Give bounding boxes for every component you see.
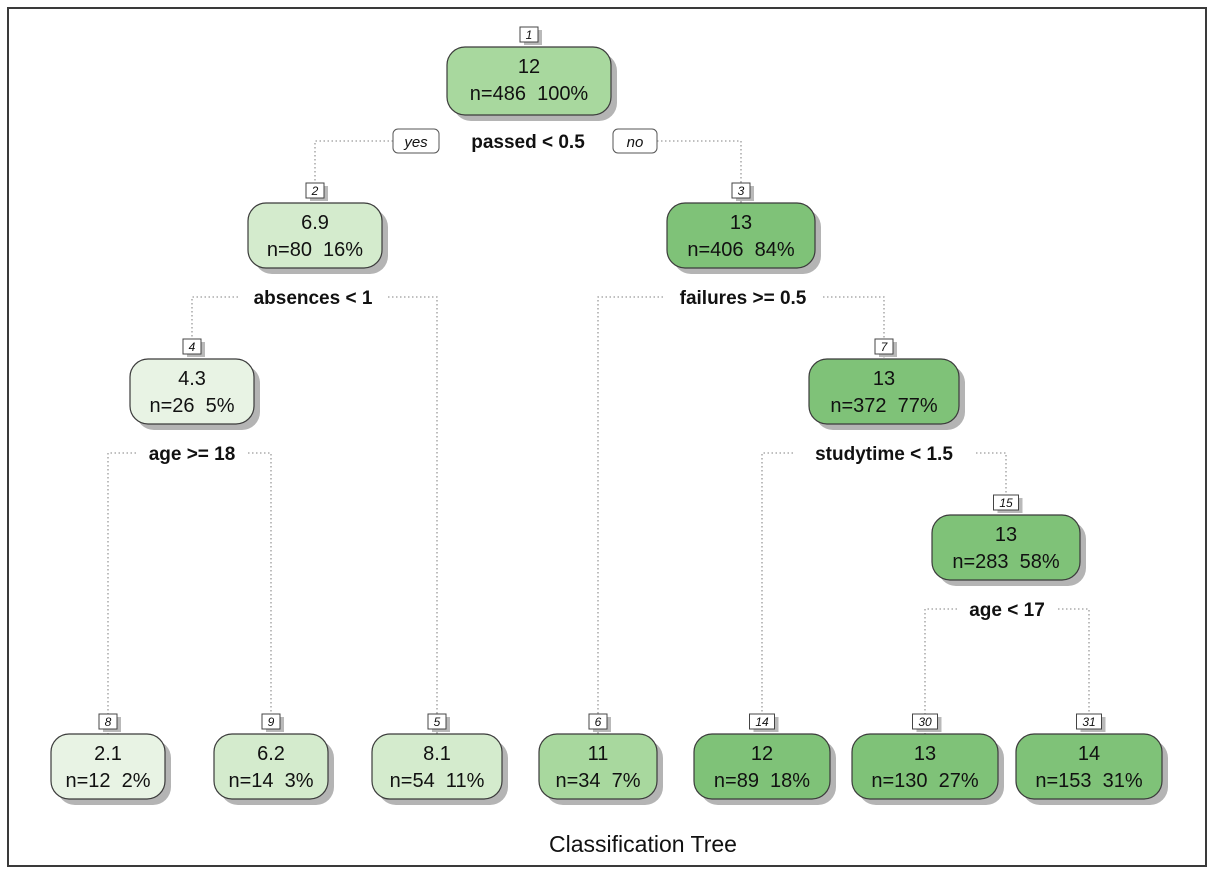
node-6: 6 11 n=34 7%	[539, 714, 663, 805]
node-number: 1	[526, 28, 533, 42]
diagram-title: Classification Tree	[549, 831, 737, 857]
node-5: 5 8.1 n=54 11%	[372, 714, 508, 805]
node-number: 9	[268, 715, 275, 729]
edge-7-14	[762, 453, 793, 734]
node-value: 8.1	[423, 743, 451, 765]
node-value: 14	[1078, 743, 1100, 765]
edge-3-6	[598, 297, 663, 734]
node-15: 15 13 n=283 58%	[932, 495, 1086, 586]
node-4: 4 4.3 n=26 5%	[130, 339, 260, 430]
node-stats: n=406 84%	[687, 239, 795, 261]
node-stats: n=80 16%	[267, 239, 363, 261]
split-label-1: passed < 0.5	[471, 132, 585, 153]
split-label-3: failures >= 0.5	[680, 288, 807, 309]
split-label-2: absences < 1	[254, 288, 373, 309]
node-number: 14	[755, 715, 769, 729]
edge-4-9	[248, 453, 271, 734]
node-value: 12	[518, 56, 540, 78]
split-label-15: age < 17	[969, 600, 1045, 621]
node-value: 2.1	[94, 743, 122, 765]
node-number: 3	[738, 184, 745, 198]
node-value: 13	[730, 212, 752, 234]
node-stats: n=14 3%	[228, 770, 313, 792]
node-value: 4.3	[178, 368, 206, 390]
node-8: 8 2.1 n=12 2%	[51, 714, 171, 805]
node-value: 13	[873, 368, 895, 390]
node-stats: n=12 2%	[65, 770, 150, 792]
edge-2-5	[388, 297, 437, 734]
node-30: 30 13 n=130 27%	[852, 714, 1004, 805]
node-stats: n=130 27%	[871, 770, 979, 792]
node-number: 2	[311, 184, 319, 198]
split-label-7: studytime < 1.5	[815, 444, 953, 465]
node-number: 15	[999, 496, 1013, 510]
node-stats: n=486 100%	[470, 83, 589, 105]
no-label-text: no	[627, 134, 644, 151]
node-3: 3 13 n=406 84%	[667, 183, 821, 274]
node-value: 11	[588, 743, 609, 765]
node-value: 12	[751, 743, 773, 765]
node-2: 2 6.9 n=80 16%	[248, 183, 388, 274]
no-label: no	[613, 129, 657, 153]
node-number: 5	[434, 715, 441, 729]
node-value: 13	[914, 743, 936, 765]
node-stats: n=54 11%	[390, 770, 485, 792]
node-stats: n=372 77%	[830, 395, 938, 417]
node-stats: n=26 5%	[149, 395, 234, 417]
yes-label: yes	[393, 129, 439, 153]
node-stats: n=34 7%	[555, 770, 640, 792]
node-value: 6.9	[301, 212, 329, 234]
node-number: 4	[189, 340, 196, 354]
edge-4-8	[108, 453, 136, 734]
node-value: 6.2	[257, 743, 285, 765]
node-stats: n=89 18%	[714, 770, 810, 792]
node-31: 31 14 n=153 31%	[1016, 714, 1168, 805]
node-number: 6	[595, 715, 602, 729]
yes-label-text: yes	[403, 134, 428, 151]
node-value: 13	[995, 524, 1017, 546]
node-number: 8	[105, 715, 112, 729]
node-stats: n=283 58%	[952, 551, 1060, 573]
node-14: 14 12 n=89 18%	[694, 714, 836, 805]
node-1: 1 12 n=486 100%	[447, 27, 617, 121]
edge-1-3	[657, 141, 741, 203]
node-number: 31	[1082, 715, 1095, 729]
split-label-4: age >= 18	[149, 444, 236, 465]
node-stats: n=153 31%	[1035, 770, 1143, 792]
node-9: 9 6.2 n=14 3%	[214, 714, 334, 805]
node-number: 30	[918, 715, 932, 729]
